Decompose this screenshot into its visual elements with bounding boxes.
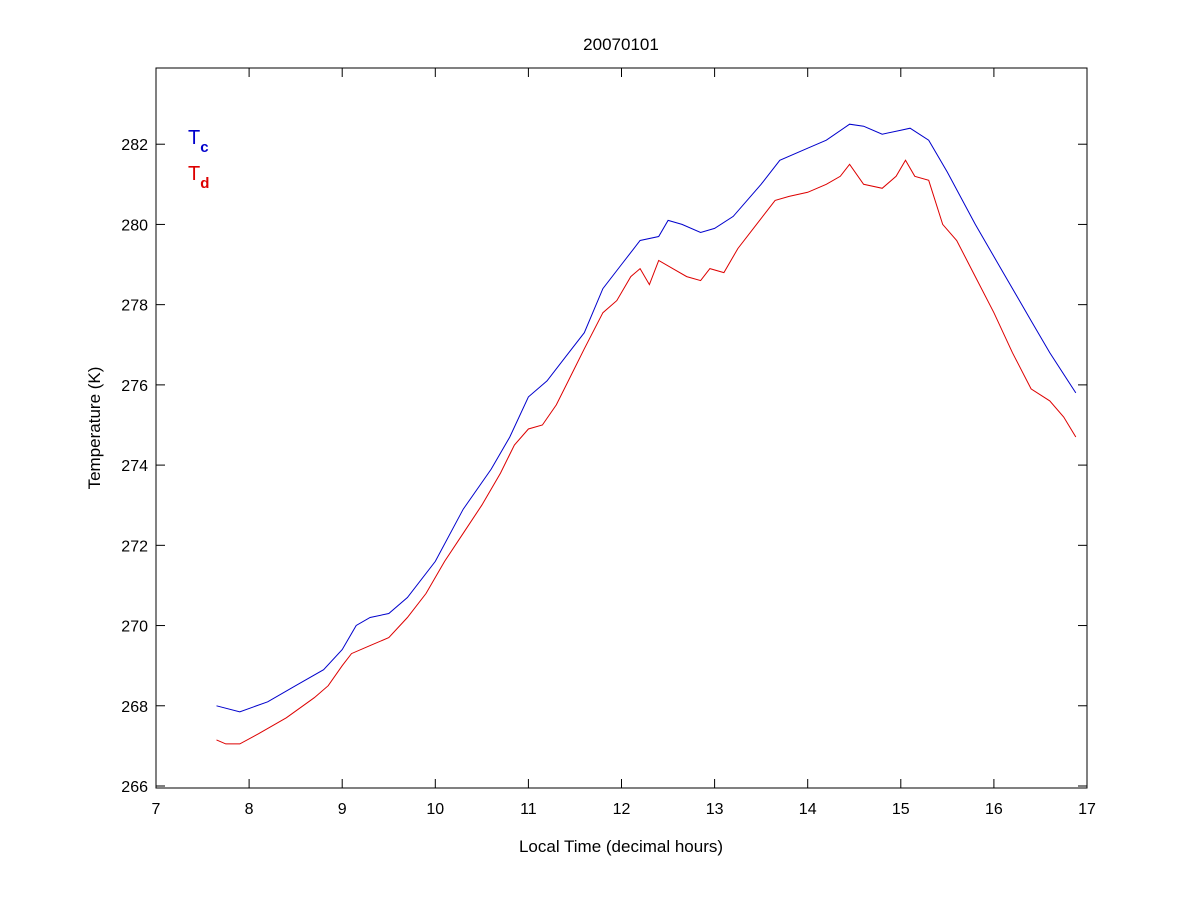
y-axis-label: Temperature (K): [85, 367, 104, 490]
y-tick-label: 274: [121, 458, 148, 475]
legend-entry-td: Td: [188, 163, 209, 192]
y-tick-label: 276: [121, 378, 148, 395]
y-tick-label: 268: [121, 699, 148, 716]
x-tick-label: 16: [985, 801, 1003, 818]
x-tick-label: 10: [426, 801, 444, 818]
x-tick-label: 7: [152, 801, 161, 818]
x-axis-label: Local Time (decimal hours): [519, 837, 723, 856]
x-tick-label: 9: [338, 801, 347, 818]
x-tick-label: 11: [520, 801, 537, 818]
y-tick-label: 278: [121, 298, 148, 315]
x-tick-label: 12: [613, 801, 631, 818]
legend-entry-tc: Tc: [188, 127, 209, 156]
legend: Tc Td: [188, 127, 209, 192]
series-line-tc: [216, 123, 1077, 713]
x-tick-label: 15: [892, 801, 910, 818]
plot-frame: [155, 67, 1088, 789]
y-tick-label: 270: [121, 619, 148, 636]
x-tick-label: 17: [1078, 801, 1096, 818]
chart-title: 20070101: [583, 35, 659, 54]
x-tick-label: 8: [245, 801, 254, 818]
y-tick-label: 282: [121, 137, 148, 154]
y-tick-label: 280: [121, 217, 148, 234]
x-tick-label: 13: [706, 801, 724, 818]
y-tick-label: 266: [121, 779, 148, 796]
y-tick-label: 272: [121, 538, 148, 555]
x-tick-label: 14: [799, 801, 817, 818]
series-line-td: [216, 159, 1077, 745]
